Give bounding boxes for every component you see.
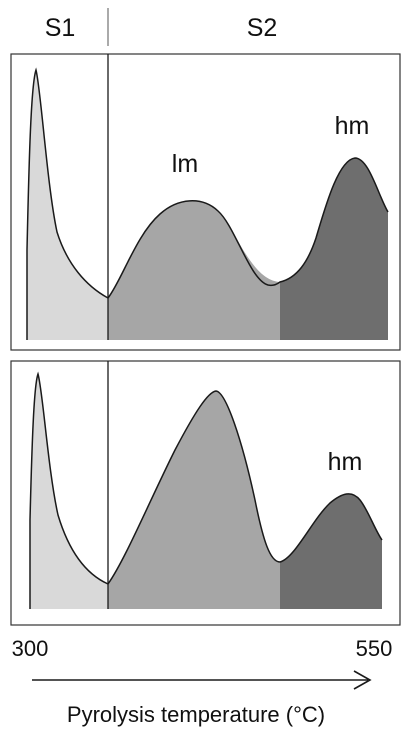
top-hm-label: hm [335,112,370,140]
top-curve [26,67,389,340]
temperature-axis: 300 550 Pyrolysis temperature (°C) [12,636,393,727]
axis-arrow-head [353,670,372,690]
bottom-lm-area [108,391,280,609]
s2-label: S2 [247,14,278,42]
axis-end-label: 550 [356,636,393,661]
top-s1-area [27,70,108,340]
bottom-curve [29,371,383,609]
top-lm-label: lm [172,150,198,178]
top-lm-area [108,200,280,340]
bottom-hm-label: hm [328,448,363,476]
axis-start-label: 300 [12,636,49,661]
bottom-hm-area [280,493,382,609]
top-panel: lm hm [10,53,401,351]
bottom-s1-area [30,374,108,609]
axis-title: Pyrolysis temperature (°C) [67,702,325,727]
s1-label: S1 [45,14,76,42]
bottom-panel: hm [10,360,401,626]
top-hm-area [280,158,388,340]
